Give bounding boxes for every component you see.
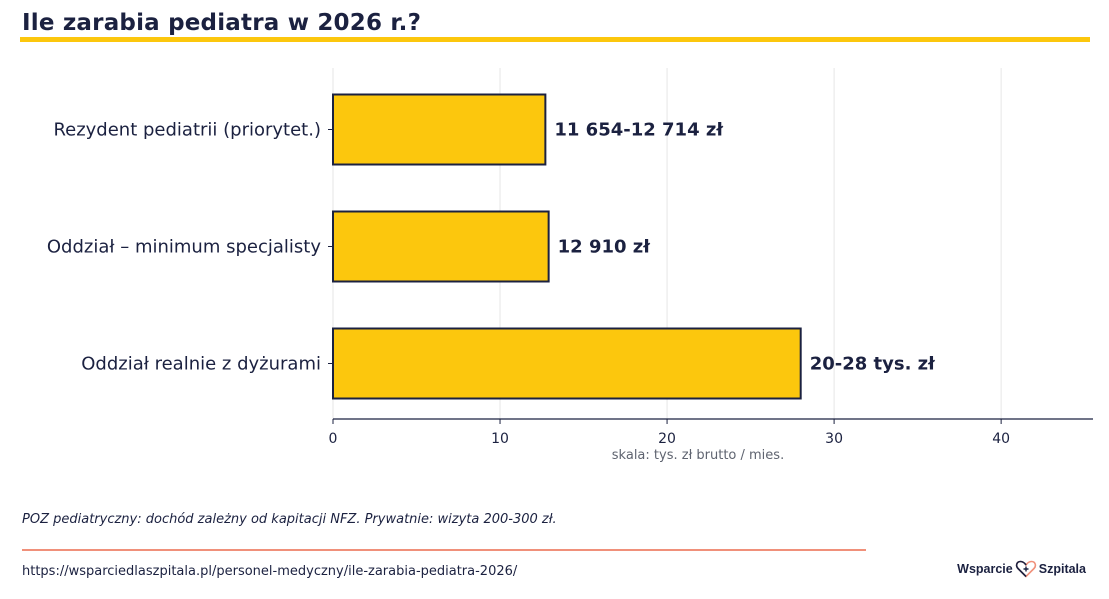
bar xyxy=(332,327,802,400)
y-tick-label: Oddział realnie z dyżurami xyxy=(81,354,321,375)
salary-bar-chart: 0 10 20 30 40 skala: tys. zł brutto / mies. Re… xyxy=(47,68,1093,463)
y-tick-label: Rezydent pediatrii (priorytet.) xyxy=(53,120,321,141)
bar-data-label: 11 654-12 714 zł xyxy=(554,120,724,141)
x-axis-label: skala: tys. zł brutto / mies. xyxy=(612,448,784,463)
x-tick-label: 30 xyxy=(825,431,843,447)
page-title: Ile zarabia pediatra w 2026 r.? xyxy=(22,10,422,36)
x-tick-label: 20 xyxy=(658,431,676,447)
x-tick-label: 10 xyxy=(491,431,509,447)
logo-text-left: Wsparcie xyxy=(957,562,1013,576)
site-logo: Wsparcie Szpitala xyxy=(957,560,1086,578)
source-url: https://wsparciedlaszpitala.pl/personel-… xyxy=(22,564,518,579)
footer-divider xyxy=(22,549,866,551)
title-accent-rule xyxy=(20,37,1090,42)
x-tick-label: 40 xyxy=(992,431,1010,447)
chart-footnote: POZ pediatryczny: dochód zależny od kapi… xyxy=(22,512,557,527)
y-tick-label: Oddział – minimum specjalisty xyxy=(47,237,321,258)
bar-data-label: 12 910 zł xyxy=(558,237,652,258)
logo-text-right: Szpitala xyxy=(1038,562,1086,576)
bar xyxy=(332,210,550,283)
bar xyxy=(332,93,547,166)
heart-cross-icon xyxy=(1015,560,1036,578)
bar-data-label: 20-28 tys. zł xyxy=(810,354,936,375)
x-tick-label: 0 xyxy=(329,431,338,447)
